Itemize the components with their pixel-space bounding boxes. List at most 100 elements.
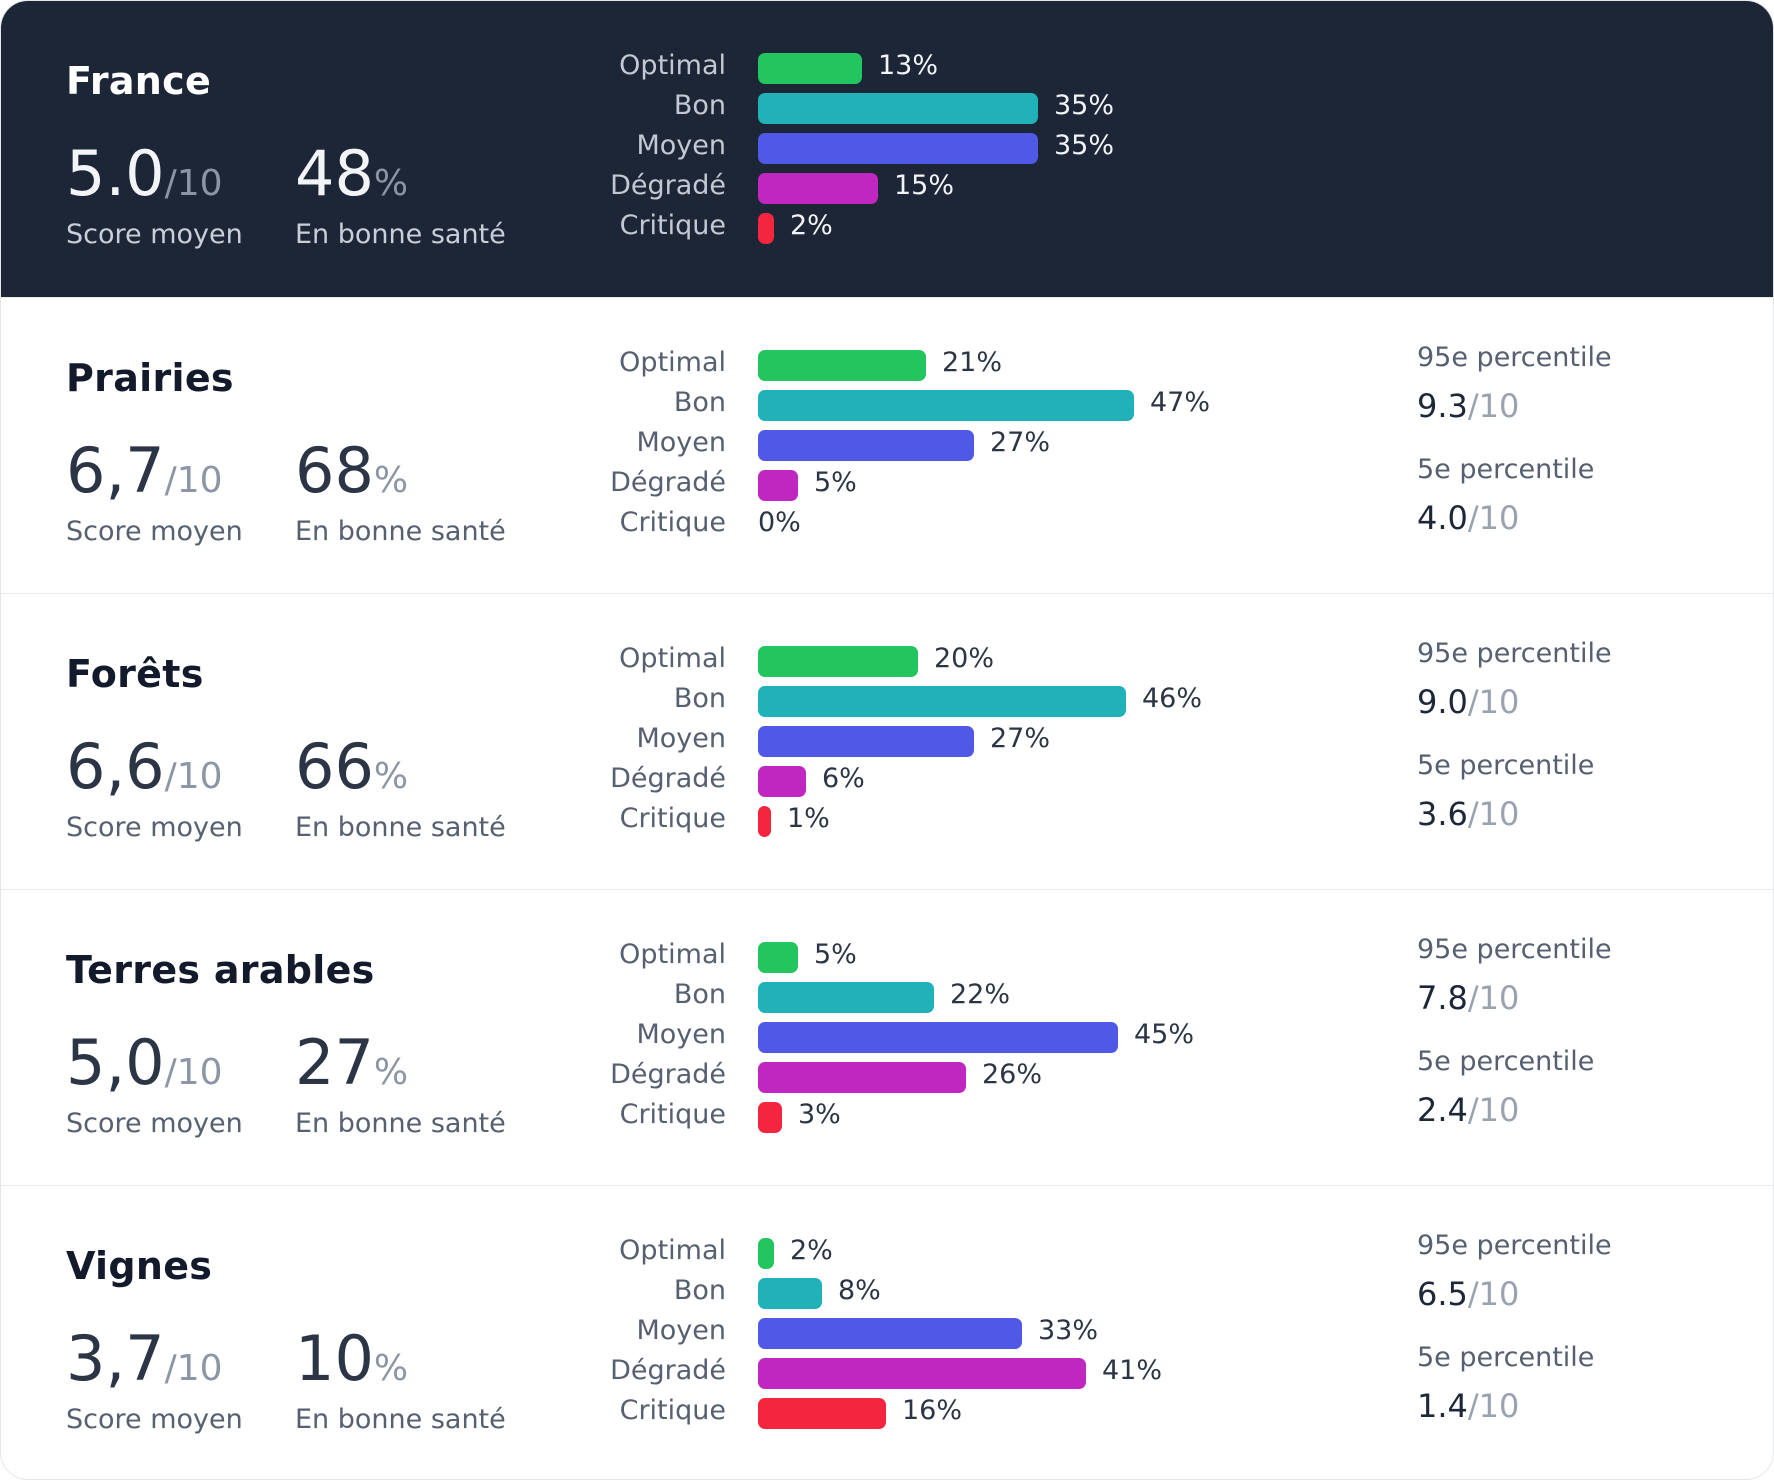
average-score: 3,7/10 Score moyen [66,1328,243,1436]
bar-row-degrade: Dégradé 6% [581,762,1281,797]
percentile-95-label: 95e percentile [1417,1230,1612,1261]
percentile-95-unit: /10 [1467,387,1520,425]
bar-degrade [758,173,878,204]
percentile-5-label: 5e percentile [1417,454,1595,485]
bar-label: Bon [673,387,726,418]
bar-bon [758,1278,822,1309]
healthy-share: 10% En bonne santé [295,1328,506,1436]
percentile-95-value: 7.8 [1417,979,1468,1017]
bar-bon [758,390,1134,421]
bar-value-label: 21% [942,347,1003,378]
healthy-share: 66% En bonne santé [295,736,506,844]
percentile-5-label: 5e percentile [1417,750,1595,781]
bar-optimal [758,646,918,677]
percentile-5-value: 1.4 [1417,1387,1468,1425]
bar-label: Moyen [636,130,726,161]
bar-row-degrade: Dégradé 26% [581,1058,1281,1093]
section-france: France 5.0/10 Score moyen 48% En bonne s… [1,1,1773,297]
bar-label: Dégradé [610,467,726,498]
health-caption: En bonne santé [295,516,506,547]
score-unit: /10 [164,1052,223,1093]
bar-degrade [758,766,806,797]
percentile-5: 5e percentile 4.0/10 [1417,454,1737,537]
health-caption: En bonne santé [295,1108,506,1139]
bar-optimal [758,53,862,84]
health-unit: % [373,756,409,797]
bar-value-label: 27% [990,723,1051,754]
distribution-chart: Optimal 20% Bon 46% Moyen 27% Dégradé 6% Critiqu… [581,642,1281,852]
bar-moyen [758,430,974,461]
bar-value-label: 13% [878,50,939,81]
bar-row-moyen: Moyen 45% [581,1018,1281,1053]
bar-label: Moyen [636,1019,726,1050]
bar-value-label: 20% [934,643,995,674]
percentile-5-unit: /10 [1467,1387,1520,1425]
bar-row-moyen: Moyen 27% [581,722,1281,757]
bar-bon [758,93,1038,124]
bar-row-critique: Critique 1% [581,802,1281,837]
percentile-95-label: 95e percentile [1417,342,1612,373]
bar-row-degrade: Dégradé 41% [581,1354,1281,1389]
bar-label: Moyen [636,427,726,458]
distribution-chart: Optimal 21% Bon 47% Moyen 27% Dégradé 5% Critiqu… [581,346,1281,556]
bar-value-label: 35% [1054,90,1115,121]
percentile-95-unit: /10 [1467,979,1520,1017]
percentile-95-unit: /10 [1467,683,1520,721]
bar-label: Bon [673,90,726,121]
section-title: Terres arables [66,948,375,992]
bar-value-label: 15% [894,170,955,201]
healthy-share: 48% En bonne santé [295,143,506,251]
bar-label: Moyen [636,723,726,754]
bar-value-label: 5% [814,939,857,970]
percentile-95-value: 9.3 [1417,387,1468,425]
bar-label: Dégradé [610,763,726,794]
score-caption: Score moyen [66,516,243,547]
bar-label: Bon [673,979,726,1010]
percentile-95: 95e percentile 6.5/10 [1417,1230,1737,1313]
percentile-95-label: 95e percentile [1417,934,1612,965]
health-caption: En bonne santé [295,812,506,843]
score-value: 3,7 [66,1322,165,1395]
bar-value-label: 45% [1134,1019,1195,1050]
distribution-chart: Optimal 13% Bon 35% Moyen 35% Dégradé 15% Critiq… [581,49,1281,259]
bar-value-label: 0% [758,507,801,538]
section-title: Prairies [66,356,234,400]
bar-value-label: 3% [798,1099,841,1130]
percentile-5-label: 5e percentile [1417,1342,1595,1373]
bar-moyen [758,1022,1118,1053]
bar-label: Critique [619,210,726,241]
average-score: 6,7/10 Score moyen [66,440,243,548]
bar-row-critique: Critique 0% [581,506,1281,540]
percentile-95-unit: /10 [1467,1275,1520,1313]
score-value: 6,6 [66,730,165,803]
percentile-5-value: 2.4 [1417,1091,1468,1129]
percentile-5-unit: /10 [1467,499,1520,537]
bar-value-label: 33% [1038,1315,1099,1346]
bar-value-label: 27% [990,427,1051,458]
score-unit: /10 [164,460,223,501]
section-forets: Forêts 6,6/10 Score moyen 66% En bonne s… [1,593,1773,889]
bar-bon [758,982,934,1013]
bar-row-optimal: Optimal 13% [581,49,1281,84]
health-unit: % [373,1052,409,1093]
bar-row-critique: Critique 16% [581,1394,1281,1429]
bar-value-label: 8% [838,1275,881,1306]
bar-degrade [758,470,798,501]
bar-row-degrade: Dégradé 5% [581,466,1281,501]
health-value: 68 [295,434,374,507]
bar-label: Critique [619,507,726,538]
bar-label: Critique [619,803,726,834]
bar-label: Dégradé [610,1355,726,1386]
bar-value-label: 6% [822,763,865,794]
health-value: 48 [295,137,374,210]
bar-row-optimal: Optimal 21% [581,346,1281,381]
bar-value-label: 26% [982,1059,1043,1090]
percentile-5: 5e percentile 3.6/10 [1417,750,1737,833]
section-prairies: Prairies 6,7/10 Score moyen 68% En bonne… [1,297,1773,593]
score-value: 5.0 [66,137,165,210]
bar-value-label: 5% [814,467,857,498]
bar-row-bon: Bon 22% [581,978,1281,1013]
score-caption: Score moyen [66,219,243,250]
bar-label: Dégradé [610,1059,726,1090]
